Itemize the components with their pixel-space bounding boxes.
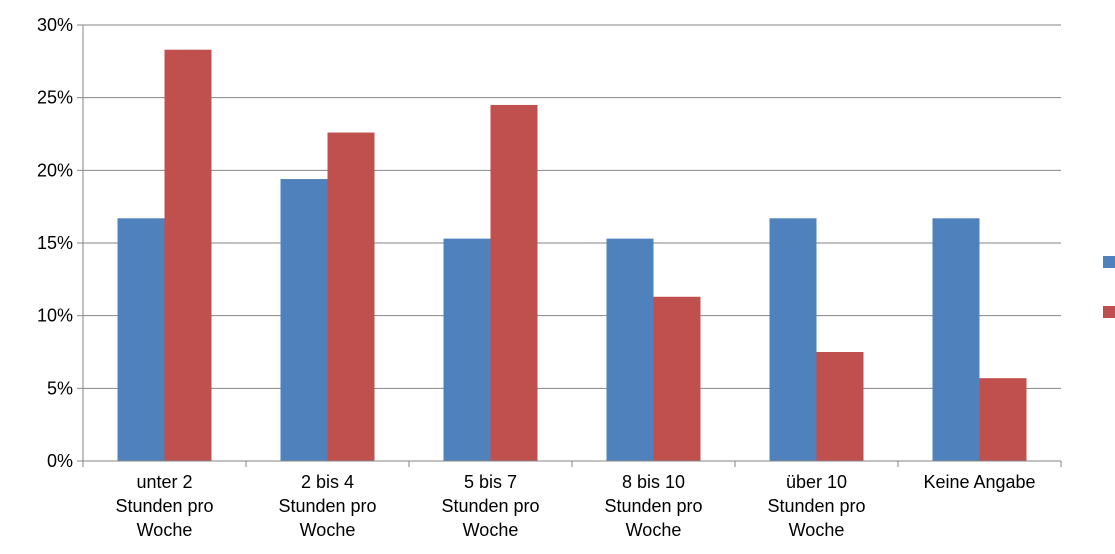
legend xyxy=(1103,256,1115,318)
y-tick-label: 0% xyxy=(47,451,73,471)
bar-series-1 xyxy=(280,179,328,461)
x-category-labels: unter 2 Stunden pro Woche 2 bis 4 Stunden pr… xyxy=(115,472,1035,540)
bar-series-2 xyxy=(327,132,375,461)
legend-swatch-series-2 xyxy=(1103,306,1115,318)
bar-series-2 xyxy=(816,352,864,461)
bar-series-1 xyxy=(769,218,817,461)
y-tick-label: 5% xyxy=(47,378,73,398)
x-category-label: 2 bis 4 Stunden pro Woche xyxy=(278,472,376,540)
bar-series-1 xyxy=(932,218,980,461)
x-category-label: über 10 Stunden pro Woche xyxy=(767,472,865,540)
bar-series-2 xyxy=(979,378,1027,461)
y-tick-labels: 0% 5% 10% 15% 20% 25% 30% xyxy=(37,15,73,471)
bar-series-2 xyxy=(490,104,538,461)
bar-series-1 xyxy=(443,238,491,461)
bar-series-1 xyxy=(117,218,165,461)
x-category-label: Keine Angabe xyxy=(923,472,1035,492)
x-category-label: 8 bis 10 Stunden pro Woche xyxy=(604,472,702,540)
y-tick-label: 15% xyxy=(37,233,73,253)
bar-series-2 xyxy=(653,296,701,461)
x-category-label: 5 bis 7 Stunden pro Woche xyxy=(441,472,539,540)
bar-series-1 xyxy=(606,238,654,461)
y-tick-label: 25% xyxy=(37,88,73,108)
bar-series-2 xyxy=(164,49,212,461)
y-tick-label: 20% xyxy=(37,160,73,180)
x-category-label: unter 2 Stunden pro Woche xyxy=(115,472,213,540)
y-tick-label: 10% xyxy=(37,306,73,326)
axes xyxy=(77,24,1062,467)
legend-swatch-series-1 xyxy=(1103,256,1115,268)
gridlines xyxy=(83,24,1061,389)
y-tick-label: 30% xyxy=(37,15,73,35)
bars xyxy=(117,49,1027,461)
